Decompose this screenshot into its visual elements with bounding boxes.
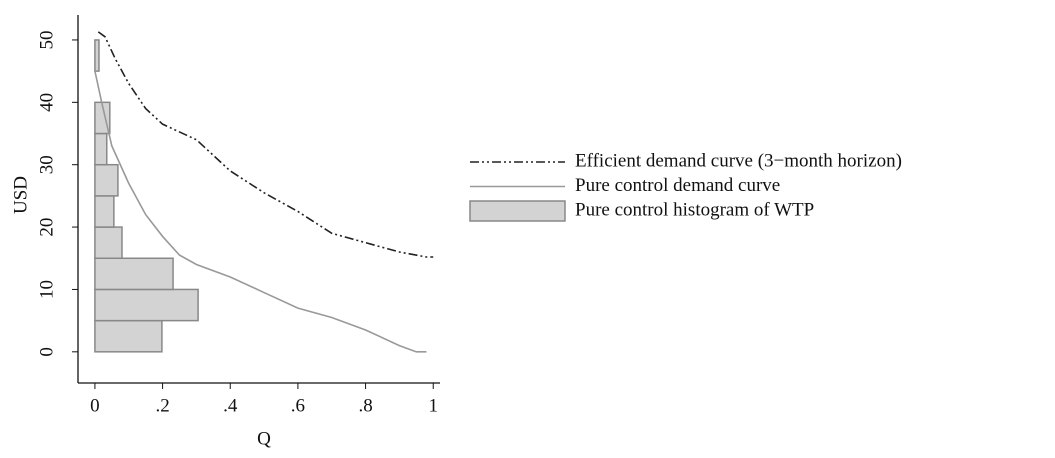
histogram-bar xyxy=(94,132,108,166)
y-tick-label: 50 xyxy=(36,30,57,49)
y-tick-label: 20 xyxy=(36,218,57,237)
x-tick-label: .4 xyxy=(223,395,238,416)
histogram-bar xyxy=(94,39,100,72)
histogram-bar xyxy=(94,226,123,260)
legend-swatch xyxy=(469,200,566,222)
histogram-bar xyxy=(94,288,199,322)
y-axis-label: USD xyxy=(10,176,31,214)
x-tick-label: 0 xyxy=(90,395,100,416)
histogram-bar xyxy=(94,319,163,353)
histogram-bar xyxy=(94,195,115,228)
legend-label: Pure control demand curve xyxy=(575,175,780,196)
x-tick-label: .8 xyxy=(358,395,372,416)
x-tick-label: .2 xyxy=(155,395,169,416)
line xyxy=(94,70,427,353)
y-tick-label: 0 xyxy=(36,347,57,357)
histogram-bar xyxy=(94,257,174,291)
x-axis-label: Q xyxy=(257,428,271,449)
x-tick-label: .6 xyxy=(291,395,305,416)
legend-label: Pure control histogram of WTP xyxy=(575,199,814,220)
legend-label: Efficient demand curve (3−month horizon) xyxy=(575,150,902,171)
y-tick-label: 10 xyxy=(36,280,57,299)
y-tick-label: 30 xyxy=(36,155,57,174)
y-tick-label: 40 xyxy=(36,93,57,112)
histogram-bar xyxy=(94,163,119,197)
line xyxy=(97,31,434,258)
x-tick-label: 1 xyxy=(428,395,438,416)
